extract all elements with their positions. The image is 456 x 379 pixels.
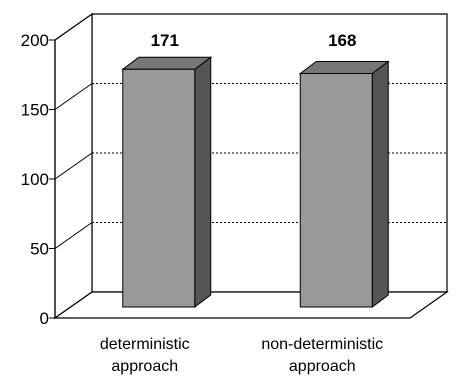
y-tick-label: 100 [21, 170, 49, 189]
y-tick-label: 200 [21, 31, 49, 50]
gridline-side [54, 83, 93, 110]
data-label: 171 [151, 31, 179, 50]
gridline-side [54, 152, 93, 180]
bar-front [299, 72, 373, 308]
bar-side [371, 60, 389, 308]
x-category-label: approach [289, 358, 356, 375]
y-tick-label: 0 [40, 309, 49, 328]
bar-side [194, 56, 212, 308]
y-tick-label: 50 [30, 240, 49, 259]
bar-front [122, 68, 196, 308]
data-label: 168 [328, 31, 356, 50]
bar-1 [121, 56, 213, 308]
x-category-label: non-deterministic [261, 336, 383, 353]
x-category-label: deterministic [100, 336, 190, 353]
y-tick-label: 150 [21, 101, 49, 120]
bar-2 [298, 60, 390, 308]
gridline-side [54, 13, 93, 41]
gridline-side [54, 222, 93, 249]
floor [53, 291, 449, 319]
x-category-label: approach [111, 358, 178, 375]
bar-top [298, 60, 390, 74]
bar-top [121, 56, 213, 70]
